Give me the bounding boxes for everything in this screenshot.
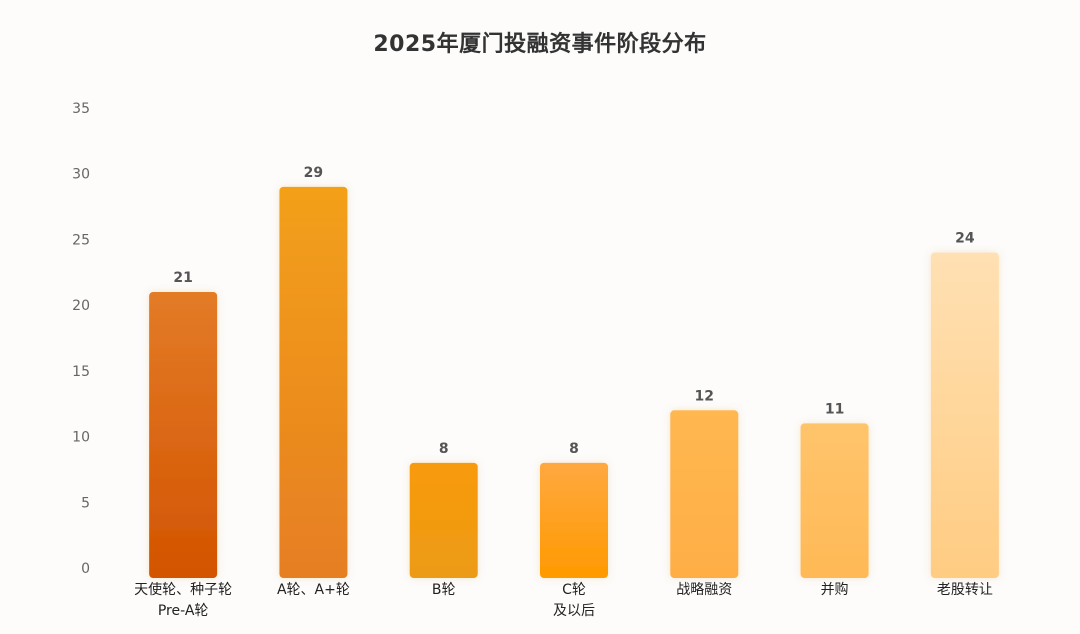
y-tick-label: 35 [72, 101, 90, 117]
x-tick-label-line: 并购 [821, 582, 849, 598]
data-label: 21 [173, 270, 192, 286]
chart-title: 2025年厦门投融资事件阶段分布 [373, 32, 707, 57]
bar [279, 186, 348, 578]
x-axis: 天使轮、种子轮 Pre-A轮 A轮、A+轮 B轮 C轮及以后 战略融资 并购 老股转让 [134, 581, 993, 619]
bar [670, 410, 739, 578]
x-tick-label-line: 老股转让 [937, 582, 993, 598]
x-tick-label: B轮 [432, 582, 456, 598]
y-tick-label: 10 [72, 430, 90, 446]
x-tick-label: 并购 [821, 582, 849, 598]
x-tick-label: 老股转让 [937, 582, 993, 598]
x-tick-label-line: A轮、A+轮 [277, 582, 350, 598]
x-tick-label: 战略融资 [676, 582, 732, 598]
data-labels: 21 29 8 8 12 11 24 [173, 165, 974, 457]
data-label: 8 [439, 441, 449, 457]
x-tick-label: A轮、A+轮 [277, 582, 350, 598]
bars [149, 186, 999, 579]
x-tick-label-line: 天使轮、种子轮 [134, 581, 232, 598]
bar [149, 292, 218, 578]
data-label: 11 [825, 401, 844, 417]
x-tick-label-line: B轮 [432, 582, 456, 598]
x-tick-label-line: 及以后 [553, 603, 595, 619]
bar [800, 423, 869, 578]
y-tick-label: 5 [81, 495, 90, 511]
x-tick-label: C轮及以后 [553, 582, 595, 619]
x-tick-label-line: Pre-A轮 [158, 603, 209, 619]
y-tick-label: 15 [72, 364, 90, 380]
bar [930, 252, 999, 579]
data-label: 12 [695, 388, 714, 404]
y-tick-label: 20 [72, 298, 90, 314]
bar [540, 462, 608, 578]
x-tick-label: 天使轮、种子轮 Pre-A轮 [134, 581, 232, 619]
x-tick-label-line: C轮 [562, 582, 586, 598]
data-label: 24 [955, 231, 975, 247]
y-tick-label: 30 [72, 167, 90, 183]
y-axis: 0 5 10 15 20 25 30 35 [72, 101, 90, 577]
x-tick-label-line: 战略融资 [676, 582, 732, 598]
data-label: 8 [569, 441, 579, 457]
data-label: 29 [304, 165, 323, 181]
bar [409, 462, 478, 578]
y-tick-label: 25 [72, 232, 90, 248]
y-tick-label: 0 [81, 561, 90, 577]
